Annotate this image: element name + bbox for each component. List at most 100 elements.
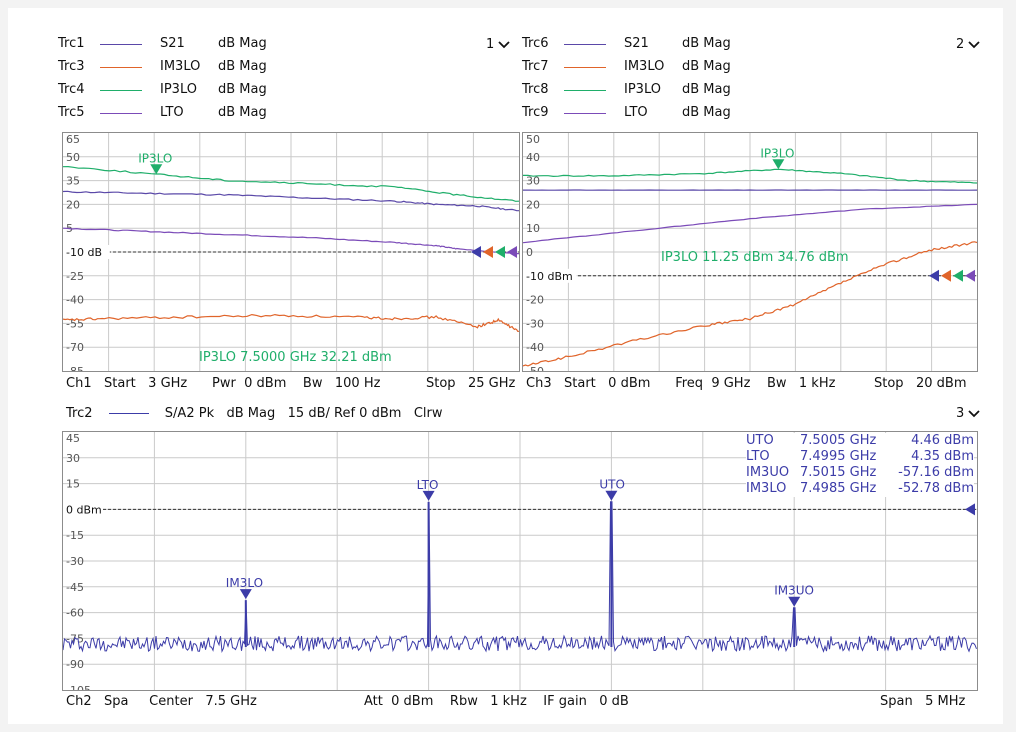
trace-row-trc9[interactable]: Trc9 LTO dB Mag [522,105,762,123]
trace-format: dB Mag [218,36,267,51]
trace-color-swatch [108,413,149,414]
bandwidth-label: Bw [302,376,323,391]
span-value[interactable]: 5 MHz [925,694,966,709]
marker-frequency: 7.5015 GHz [800,465,877,480]
chevron-down-icon [968,409,981,417]
frequency-value[interactable]: 9 GHz [711,376,751,391]
trace-s21 [63,190,519,212]
trace-scale: 15 dB/ Ref 0 dBm [287,406,402,421]
reference-arrow [941,269,951,282]
window2-plot[interactable]: 50 40 30 20 10 0 -20 -30 -40 -50 -10 dBm IP3LO IP3LO… [522,132,978,372]
spectrum-trace [63,501,977,653]
att-label: Att [364,694,383,709]
chevron-down-icon [968,40,981,48]
trace-row-trc3[interactable]: Trc3 IM3LO dB Mag [58,59,298,77]
y-tick-label: -30 [526,317,544,330]
power-label: Pwr [212,376,236,391]
marker-name: UTO [746,433,774,448]
marker-level: -52.78 dBm [898,481,974,496]
trace-measurement: IM3LO [624,59,665,74]
mode-label: Spa [104,694,129,709]
trace-row-trc1[interactable]: Trc1 S21 dB Mag [58,36,298,54]
att-value[interactable]: 0 dBm [391,694,434,709]
reference-label: 0 dBm [66,503,102,516]
y-tick-label: 40 [526,151,540,164]
marker-row[interactable]: IM3LO 7.4985 GHz -52.78 dBm [746,481,974,497]
chevron-down-icon [498,40,511,48]
marker-row[interactable]: LTO 7.4995 GHz 4.35 dBm [746,449,974,465]
stop-value[interactable]: 25 GHz [467,376,516,391]
rbw-value[interactable]: 1 kHz [490,694,527,709]
bandwidth-value[interactable]: 1 kHz [798,376,836,391]
center-value[interactable]: 7.5 GHz [205,694,257,709]
marker-table: UTO 7.5005 GHz 4.46 dBm LTO 7.4995 GHz 4.35 d… [746,433,974,497]
trace-row-trc8[interactable]: Trc8 IP3LO dB Mag [522,82,762,100]
trace-row-trc6[interactable]: Trc6 S21 dB Mag [522,36,762,54]
stop-label: Stop [426,376,456,391]
marker-row[interactable]: IM3UO 7.5015 GHz -57.16 dBm [746,465,974,481]
trace-row-trc4[interactable]: Trc4 IP3LO dB Mag [58,82,298,100]
trace-color-swatch [564,113,606,114]
y-tick-label: -25 [66,270,84,283]
trace-row-trc5[interactable]: Trc5 LTO dB Mag [58,105,298,123]
window2-menu[interactable]: 2 [956,37,981,52]
reference-arrow [953,269,963,282]
power-value[interactable]: 0 dBm [244,376,287,391]
window3-trace-header[interactable]: Trc2 S/A2 Pk dB Mag 15 dB/ Ref 0 dBm Clr… [66,406,442,422]
window1-status: Ch1 Start 3 GHz Pwr 0 dBm Bw 100 Hz [66,376,380,391]
y-tick-label: 0 [526,246,533,259]
y-tick-label: 20 [66,198,80,211]
y-tick-label: 65 [66,133,80,146]
trace-name: Trc5 [58,105,85,120]
window2-number: 2 [956,37,965,52]
trace-name: Trc1 [58,36,85,51]
y-tick-label: -70 [66,341,84,354]
window1-stop: Stop 25 GHz [426,376,515,391]
marker-label: IM3UO [774,584,814,598]
marker-level: 4.46 dBm [911,433,974,448]
trace-name: Trc3 [58,59,85,74]
y-tick-label: -55 [66,317,84,330]
y-tick-label: 10 [526,222,540,235]
marker-row[interactable]: UTO 7.5005 GHz 4.46 dBm [746,433,974,449]
marker-name: LTO [746,449,770,464]
start-label: Start [104,376,136,391]
trace-format: dB Mag [682,105,731,120]
ifgain-value[interactable]: 0 dB [599,694,629,709]
window3-menu[interactable]: 3 [956,406,981,421]
y-tick-label: -60 [66,607,84,620]
marker-label: IP3LO [760,146,794,160]
y-tick-label: -105 [66,684,91,690]
channel-label: Ch1 [66,376,92,391]
y-tick-label: -40 [66,294,84,307]
center-label: Center [149,694,193,709]
window3-number: 3 [956,406,965,421]
stop-value[interactable]: 20 dBm [915,376,967,391]
trace-format: dB Mag [682,59,731,74]
start-value[interactable]: 3 GHz [148,376,188,391]
window1-menu[interactable]: 1 [486,37,511,52]
reference-label-bg [63,245,110,259]
trace-name: Trc8 [522,82,549,97]
trace-name: Trc4 [58,82,85,97]
trace-format: dB Mag [218,82,267,97]
reference-arrow [929,269,939,282]
trace-row-trc7[interactable]: Trc7 IM3LO dB Mag [522,59,762,77]
trace-name: Trc2 [66,406,93,421]
trace-format: dB Mag [682,36,731,51]
marker-level: 4.35 dBm [911,449,974,464]
trace-measurement: IP3LO [624,82,661,97]
trace-color-swatch [100,67,142,68]
marker-im3uo-icon [788,596,801,607]
y-tick-label: -20 [526,294,544,307]
reference-label-bg [523,268,577,283]
bandwidth-value[interactable]: 100 Hz [334,376,381,391]
y-tick-label: 30 [66,452,80,465]
marker-label: UTO [599,478,625,492]
marker-level: -57.16 dBm [898,465,974,480]
reference-arrow [471,246,481,258]
trace-name: Trc9 [522,105,549,120]
window1-number: 1 [486,37,495,52]
start-value[interactable]: 0 dBm [608,376,651,391]
